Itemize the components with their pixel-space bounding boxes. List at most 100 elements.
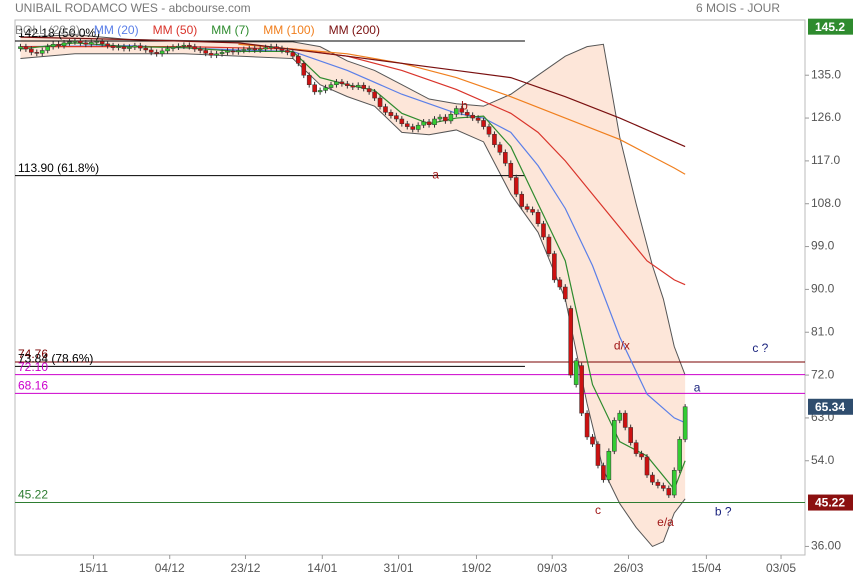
candle-body bbox=[154, 52, 159, 55]
candle-body bbox=[236, 50, 241, 53]
candle-body bbox=[535, 212, 541, 224]
bollinger-lower bbox=[20, 53, 686, 548]
candle-body bbox=[388, 112, 394, 116]
y-tick-label: 135.0 bbox=[811, 67, 841, 81]
candle-body bbox=[263, 47, 268, 50]
x-tick-label: 09/03 bbox=[537, 561, 567, 575]
candle-body bbox=[105, 43, 110, 46]
candle-body bbox=[72, 40, 78, 43]
candle-body bbox=[138, 45, 143, 49]
legend-entry: MM (20) bbox=[94, 23, 139, 37]
candle-body bbox=[661, 485, 666, 489]
candle-body bbox=[285, 50, 290, 53]
candle-body bbox=[432, 118, 437, 125]
candle-body bbox=[268, 46, 274, 48]
candle-body bbox=[246, 48, 252, 50]
bollinger-upper bbox=[20, 34, 686, 376]
candle-body bbox=[83, 42, 89, 45]
bollinger-fill bbox=[20, 34, 686, 547]
candle-body bbox=[187, 44, 192, 47]
candle-body bbox=[203, 50, 208, 54]
candle-body bbox=[170, 46, 176, 49]
candle-body bbox=[617, 412, 623, 421]
candle-body bbox=[50, 44, 56, 47]
candle-body bbox=[355, 84, 361, 88]
level-label: 68.16 bbox=[18, 379, 48, 393]
candle-body bbox=[503, 152, 508, 164]
y-tick-label: 90.0 bbox=[811, 282, 835, 296]
candle-body bbox=[541, 223, 546, 238]
wave-label: c bbox=[595, 503, 601, 517]
legend-entry: MM (100) bbox=[263, 23, 314, 37]
candle-body bbox=[121, 46, 127, 49]
candle-body bbox=[492, 133, 497, 145]
candle-body bbox=[524, 206, 530, 210]
moving-average bbox=[238, 43, 686, 175]
candle-body bbox=[486, 126, 492, 135]
price-badge-label: 45.22 bbox=[815, 496, 845, 510]
candle-body bbox=[639, 453, 644, 458]
candle-body bbox=[39, 50, 45, 54]
y-tick-label: 117.0 bbox=[811, 153, 840, 167]
candle-body bbox=[546, 236, 552, 254]
candle-body bbox=[127, 46, 132, 49]
candle-body bbox=[677, 439, 682, 471]
level-label: 113.90 (61.8%) bbox=[18, 161, 99, 175]
candle-body bbox=[18, 46, 23, 49]
candle-body bbox=[301, 63, 307, 76]
price-badge-label: 65.34 bbox=[815, 400, 845, 414]
candle-body bbox=[437, 116, 443, 120]
candle-body bbox=[579, 365, 584, 414]
y-tick-label: 81.0 bbox=[811, 324, 835, 338]
moving-average bbox=[20, 36, 686, 148]
candle-body bbox=[508, 163, 514, 178]
y-tick-label: 54.0 bbox=[811, 453, 835, 467]
plot-frame bbox=[14, 19, 806, 556]
candle-body bbox=[328, 84, 334, 88]
candle-body bbox=[372, 91, 377, 99]
x-tick-label: 26/03 bbox=[613, 561, 643, 575]
candle-body bbox=[443, 116, 448, 122]
candle-body bbox=[317, 90, 323, 93]
candle-body bbox=[225, 50, 230, 53]
candle-body bbox=[176, 45, 181, 48]
candle-body bbox=[257, 48, 263, 51]
candle-body bbox=[99, 41, 105, 45]
x-tick-label: 04/12 bbox=[155, 561, 185, 575]
candle-body bbox=[513, 177, 519, 195]
candle-body bbox=[339, 81, 345, 85]
y-tick-label: 72.0 bbox=[811, 367, 835, 381]
candle-body bbox=[410, 126, 416, 130]
candle-body bbox=[67, 41, 72, 44]
price-badge bbox=[808, 18, 853, 35]
chart-title: UNIBAIL RODAMCO WES - abcbourse.com bbox=[15, 1, 251, 15]
candle-body bbox=[148, 49, 154, 53]
candle-body bbox=[219, 52, 225, 55]
candle-body bbox=[181, 44, 187, 47]
candle-body bbox=[475, 117, 481, 121]
candle-body bbox=[23, 46, 29, 50]
level-label: 73.84 (78.6%) bbox=[18, 351, 93, 365]
x-tick-label: 15/04 bbox=[691, 561, 721, 575]
level-label: 74.76 bbox=[18, 347, 48, 361]
y-tick-label: 108.0 bbox=[811, 196, 841, 210]
candle-body bbox=[481, 120, 486, 127]
candle-body bbox=[88, 42, 94, 45]
candle-body bbox=[464, 112, 470, 116]
candle-body bbox=[159, 50, 165, 55]
candle-body bbox=[633, 442, 639, 454]
candle-body bbox=[366, 88, 372, 93]
candle-body bbox=[595, 443, 601, 466]
x-tick-label: 15/11 bbox=[79, 561, 108, 575]
plot bbox=[15, 34, 805, 548]
candle-body bbox=[530, 209, 535, 213]
candle-body bbox=[644, 456, 650, 476]
candle-body bbox=[361, 84, 366, 89]
candle-body bbox=[415, 124, 421, 130]
candle-body bbox=[399, 118, 405, 125]
price-badge-label: 145.2 bbox=[815, 20, 845, 34]
legend-entry: MM (7) bbox=[211, 23, 249, 37]
candle-body bbox=[470, 114, 475, 119]
candle-body bbox=[682, 406, 688, 440]
candle-body bbox=[345, 83, 350, 86]
